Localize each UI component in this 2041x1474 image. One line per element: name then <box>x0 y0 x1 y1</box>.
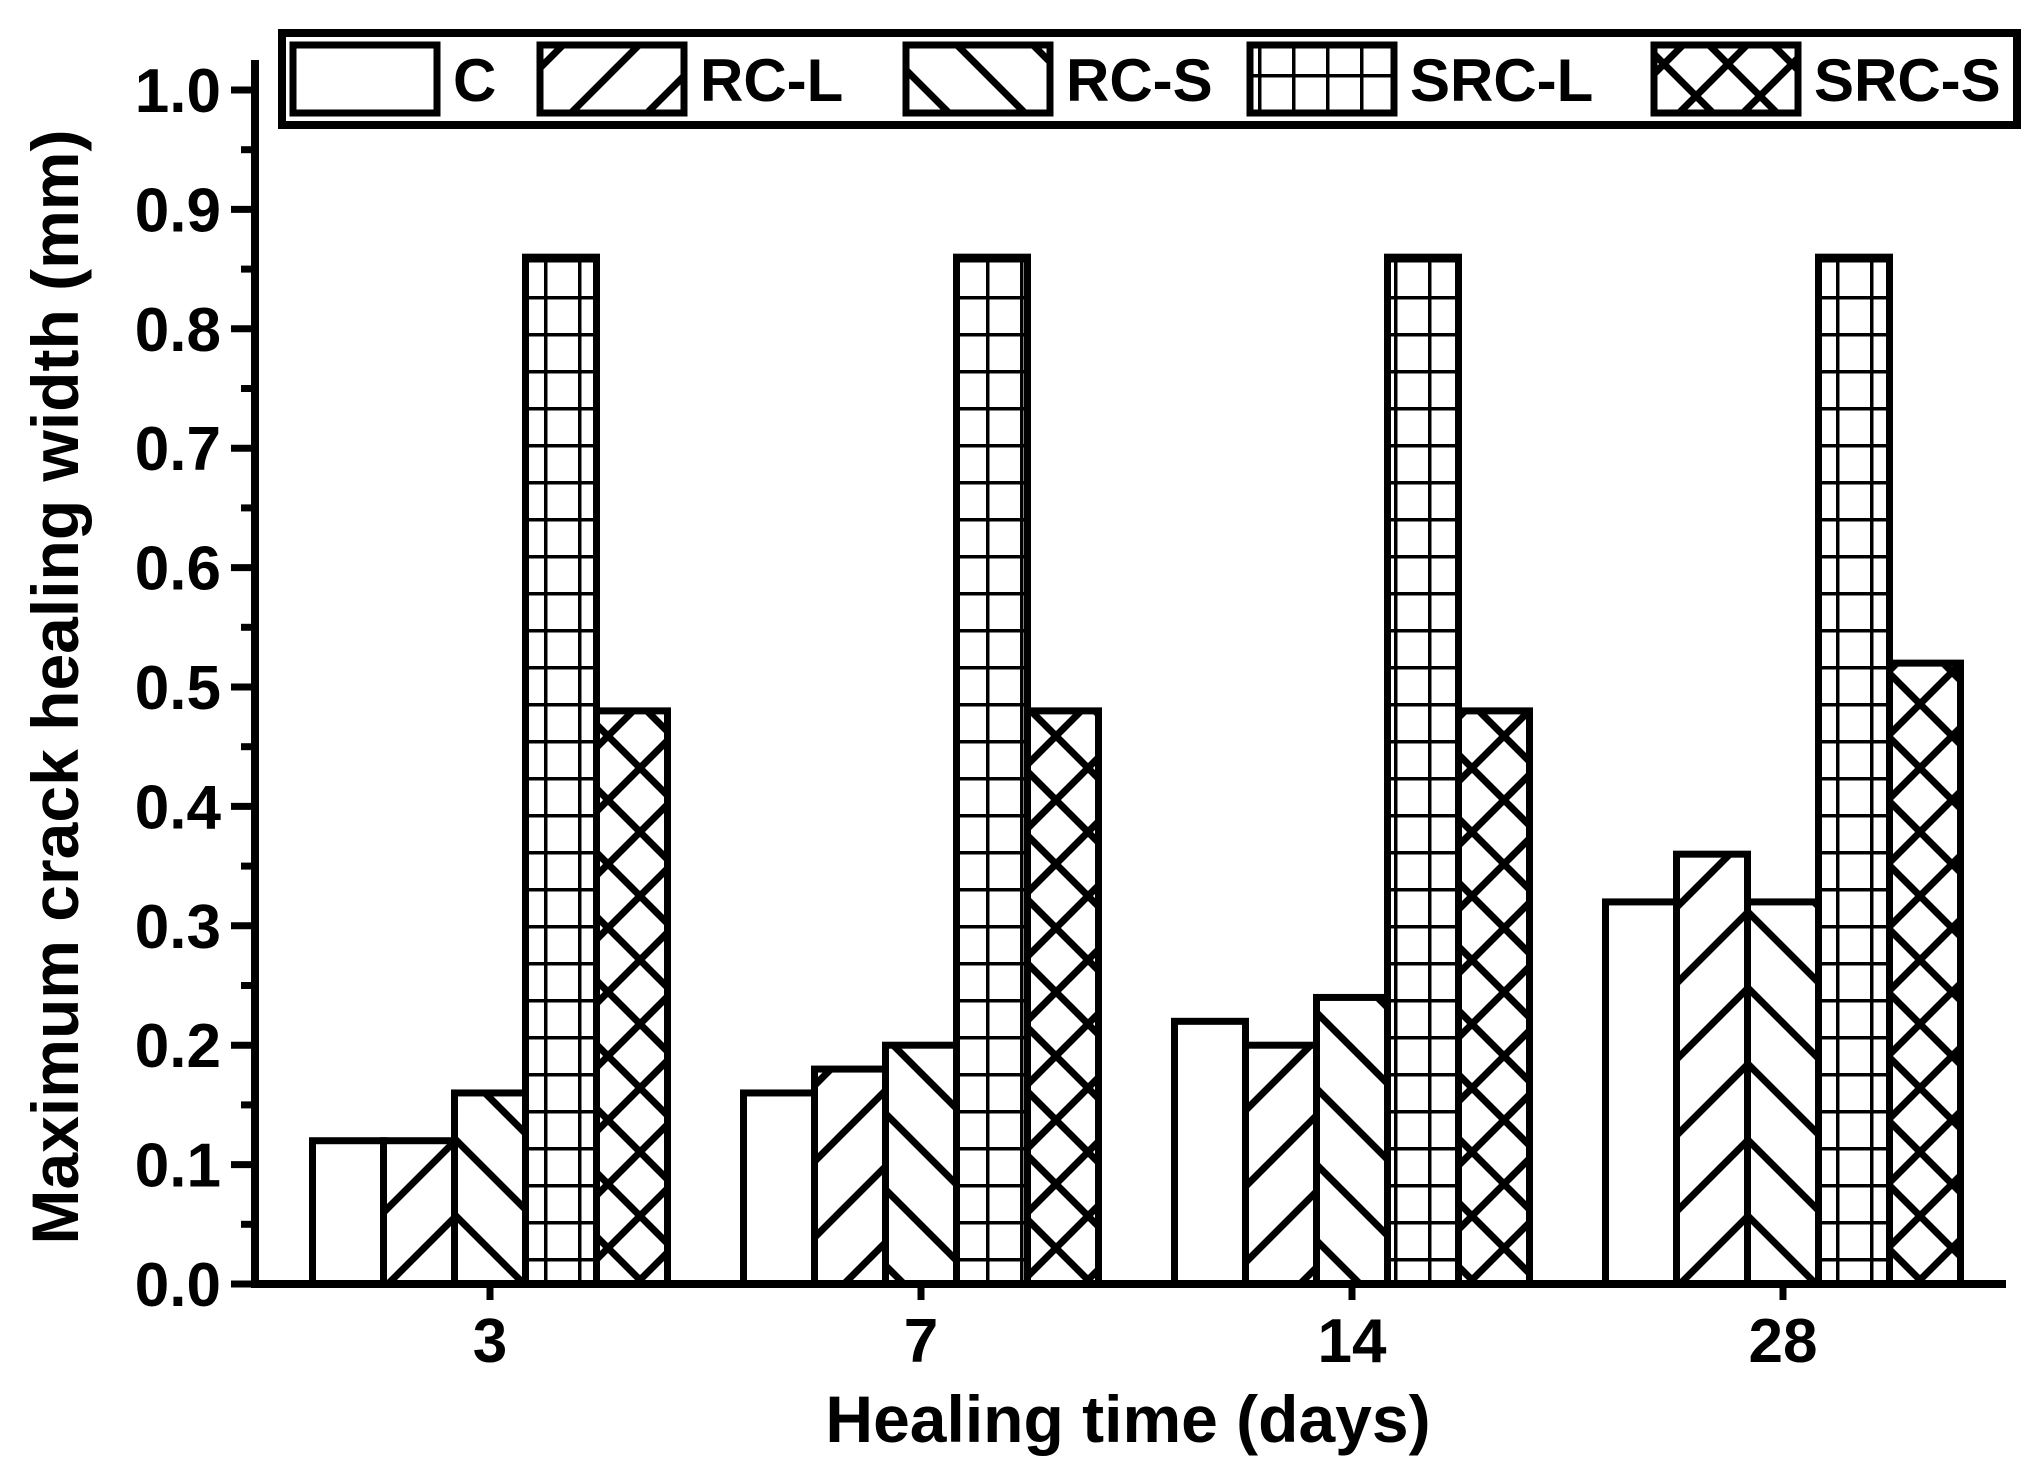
legend-label-src-s: SRC-S <box>1814 47 2001 114</box>
legend-swatch-grid-icon <box>1246 41 1398 117</box>
y-tick-label-0.2: 0.2 <box>135 1012 221 1081</box>
legend-item-src-s: SRC-S <box>1650 41 2001 117</box>
bar-group-28 <box>1602 253 1964 1288</box>
bar-RC-S-14d <box>1313 993 1391 1288</box>
bar-RC-S-28d <box>1744 898 1822 1288</box>
bar-RC-L-3d <box>380 1137 458 1288</box>
legend-swatch-diag-backward-icon <box>902 41 1054 117</box>
bar-C-28d <box>1602 898 1680 1288</box>
x-tick-label-3: 3 <box>473 1307 507 1376</box>
x-tick-label-14: 14 <box>1318 1307 1387 1376</box>
bar-RC-S-7d <box>882 1041 960 1288</box>
y-tick-label-0.6: 0.6 <box>135 535 221 604</box>
legend-swatch-diag-forward-icon <box>536 41 688 117</box>
bar-SRC-S-7d <box>1024 707 1102 1288</box>
y-tick-label-0.8: 0.8 <box>135 296 221 365</box>
bar-RC-L-14d <box>1242 1041 1320 1288</box>
legend-item-c: C <box>289 41 496 117</box>
y-tick-label-0.3: 0.3 <box>135 893 221 962</box>
y-tick-label-1.0: 1.0 <box>135 57 221 126</box>
x-tick-label-28: 28 <box>1749 1307 1818 1376</box>
bar-SRC-S-3d <box>593 707 671 1288</box>
legend: C RC-L RC-S SRC-L SRC-S <box>278 29 2021 129</box>
bar-SRC-S-28d <box>1886 659 1964 1288</box>
legend-item-rc-l: RC-L <box>536 41 843 117</box>
bar-group-14 <box>1171 253 1533 1288</box>
legend-item-src-l: SRC-L <box>1246 41 1593 117</box>
bar-RC-S-3d <box>451 1089 529 1288</box>
y-tick-label-0.9: 0.9 <box>135 176 221 245</box>
bar-SRC-L-3d <box>522 253 600 1288</box>
y-axis-title: Maximum crack healing width (mm) <box>18 130 92 1245</box>
bars-layer <box>309 253 1964 1288</box>
legend-swatch-solid-icon <box>289 41 441 117</box>
legend-label-rc-l: RC-L <box>700 47 843 114</box>
bar-C-3d <box>309 1137 387 1288</box>
bar-C-7d <box>740 1089 818 1288</box>
y-tick-label-0.0: 0.0 <box>135 1251 221 1320</box>
bar-C-14d <box>1171 1017 1249 1288</box>
y-tick-label-0.7: 0.7 <box>135 415 221 484</box>
bar-group-7 <box>740 253 1102 1288</box>
legend-swatch-crosshatch-icon <box>1650 41 1802 117</box>
bar-group-3 <box>309 253 671 1288</box>
bar-SRC-L-14d <box>1384 253 1462 1288</box>
y-tick-label-0.5: 0.5 <box>135 654 221 723</box>
axis-layer: 0.0 0.1 0.2 0.3 0.4 0.5 0.6 0.7 0.8 0.9 1.0 3 7 14 28 <box>135 57 1818 1376</box>
bar-RC-L-28d <box>1673 850 1751 1288</box>
bar-SRC-L-28d <box>1815 253 1893 1288</box>
bar-RC-L-7d <box>811 1065 889 1288</box>
legend-label-c: C <box>453 47 496 114</box>
legend-item-rc-s: RC-S <box>902 41 1213 117</box>
legend-label-rc-s: RC-S <box>1066 47 1213 114</box>
x-axis-title: Healing time (days) <box>825 1382 1430 1456</box>
bar-SRC-L-7d <box>953 253 1031 1288</box>
bar-SRC-S-14d <box>1455 707 1533 1288</box>
y-tick-label-0.4: 0.4 <box>135 773 222 842</box>
y-tick-label-0.1: 0.1 <box>135 1132 221 1201</box>
legend-label-src-l: SRC-L <box>1410 47 1593 114</box>
x-tick-label-7: 7 <box>904 1307 938 1376</box>
